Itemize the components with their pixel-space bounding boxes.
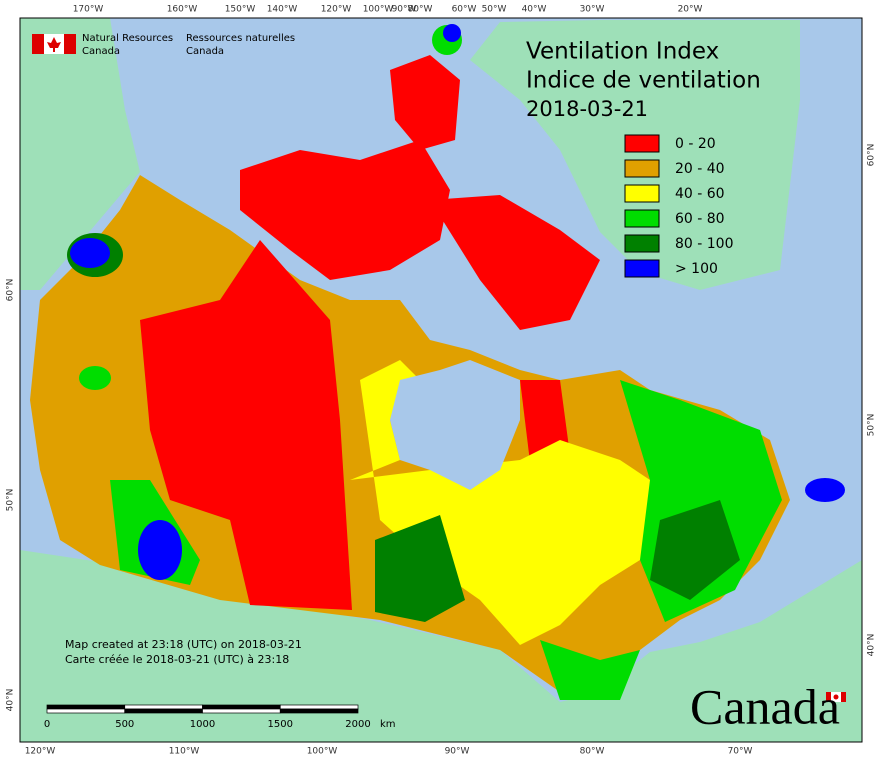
wordmark-flag bbox=[826, 692, 846, 702]
yukon-blue bbox=[70, 238, 110, 268]
top-graticule-label: 60°W bbox=[452, 5, 477, 15]
alaska bbox=[20, 18, 140, 290]
arctic-red bbox=[240, 140, 450, 280]
left-graticule-label: 60°N bbox=[6, 279, 16, 302]
right-graticule-label: 40°N bbox=[867, 634, 877, 657]
top-graticule-label: 90°W bbox=[392, 5, 417, 15]
top-graticule-label: 170°W bbox=[73, 5, 104, 15]
canada-index bbox=[30, 24, 845, 700]
bc-green-spot bbox=[79, 366, 111, 390]
nrcan-logo bbox=[32, 34, 76, 54]
scale-label: 500 bbox=[115, 719, 134, 730]
scale-segment bbox=[124, 704, 203, 710]
maple-leaf bbox=[47, 37, 61, 52]
baffin-red bbox=[430, 195, 600, 330]
legend-label: 20 - 40 bbox=[675, 161, 725, 177]
top-graticule-label: 50°W bbox=[482, 5, 507, 15]
map-title: 2018-03-21 bbox=[526, 97, 648, 121]
nfld-blue bbox=[805, 478, 845, 502]
right-graticule-label: 60°N bbox=[867, 144, 877, 167]
flag-left bbox=[32, 34, 44, 54]
scale-segment bbox=[46, 704, 126, 710]
frame bbox=[19, 17, 863, 743]
scale-segment bbox=[46, 708, 126, 714]
ontario-darkgreen bbox=[375, 515, 465, 622]
top-graticule-label: 40°W bbox=[522, 5, 547, 15]
scale-label: 1000 bbox=[190, 719, 215, 730]
credit-line: Map created at 23:18 (UTC) on 2018-03-21 bbox=[65, 638, 302, 651]
bc-blue bbox=[138, 520, 182, 580]
bottom-graticule-label: 90°W bbox=[445, 747, 470, 757]
top-graticule-label: 80°W bbox=[408, 5, 433, 15]
top-graticule-label: 100°W bbox=[363, 5, 394, 15]
bottom-graticule-label: 80°W bbox=[580, 747, 605, 757]
east-darkgreen bbox=[650, 500, 740, 600]
legend-label: 40 - 60 bbox=[675, 186, 725, 202]
greenland bbox=[470, 20, 800, 290]
ellesmere-red bbox=[390, 55, 460, 150]
bottom-graticule-label: 70°W bbox=[728, 747, 753, 757]
legend-swatch bbox=[624, 259, 660, 278]
legend-label: 80 - 100 bbox=[675, 236, 734, 252]
top-graticule-label: 120°W bbox=[321, 5, 352, 15]
north-blue bbox=[443, 24, 461, 42]
scale-label: 1500 bbox=[268, 719, 293, 730]
wordmark: Canada bbox=[690, 678, 840, 734]
flag-left bbox=[826, 692, 831, 702]
legend-label: 60 - 80 bbox=[675, 211, 725, 227]
scale-segment bbox=[124, 708, 203, 714]
legend-swatch bbox=[624, 234, 660, 253]
top-graticule-label: 20°W bbox=[678, 5, 703, 15]
credit-line: Carte créée le 2018-03-21 (UTC) à 23:18 bbox=[65, 653, 289, 666]
legend-swatch bbox=[624, 159, 660, 178]
zone-0-20 bbox=[140, 240, 352, 610]
bottom-graticule-label: 100°W bbox=[307, 747, 338, 757]
map-title: Indice de ventilation bbox=[526, 68, 761, 94]
agency-name: Ressources naturelles bbox=[186, 33, 295, 44]
flag-right bbox=[841, 692, 846, 702]
scale-segment bbox=[202, 704, 281, 710]
left-graticule-label: 40°N bbox=[6, 689, 16, 712]
top-graticule-label: 150°W bbox=[225, 5, 256, 15]
top-graticule-label: 140°W bbox=[267, 5, 298, 15]
scale-segment bbox=[202, 708, 281, 714]
south-green bbox=[540, 640, 640, 700]
scale-segment bbox=[279, 708, 359, 714]
bottom-graticule-label: 110°W bbox=[169, 747, 200, 757]
agency-name: Natural Resources bbox=[82, 33, 173, 44]
hudson-bay bbox=[390, 360, 520, 490]
map-title: Ventilation Index bbox=[526, 39, 719, 65]
legend-swatch bbox=[624, 184, 660, 203]
zone-40-60 bbox=[350, 360, 680, 645]
top-graticule-label: 160°W bbox=[167, 5, 198, 15]
maple-leaf bbox=[833, 694, 839, 700]
agency-name: Canada bbox=[82, 46, 120, 57]
left-graticule-label: 50°N bbox=[6, 489, 16, 512]
legend-swatch bbox=[624, 134, 660, 153]
agency-name: Canada bbox=[186, 46, 224, 57]
scale-bar: 0 500 1000 1500 2000 km bbox=[44, 704, 396, 730]
scale-unit: km bbox=[380, 719, 396, 730]
flag-right bbox=[64, 34, 76, 54]
top-graticule-label: 30°W bbox=[580, 5, 605, 15]
legend-label: 0 - 20 bbox=[675, 136, 716, 152]
scale-segment bbox=[279, 704, 359, 710]
bottom-graticule-label: 120°W bbox=[25, 747, 56, 757]
legend-label: > 100 bbox=[675, 261, 718, 277]
scale-label: 0 bbox=[44, 719, 50, 730]
right-graticule-label: 50°N bbox=[867, 414, 877, 437]
legend-swatch bbox=[624, 209, 660, 228]
scale-label: 2000 bbox=[345, 719, 370, 730]
